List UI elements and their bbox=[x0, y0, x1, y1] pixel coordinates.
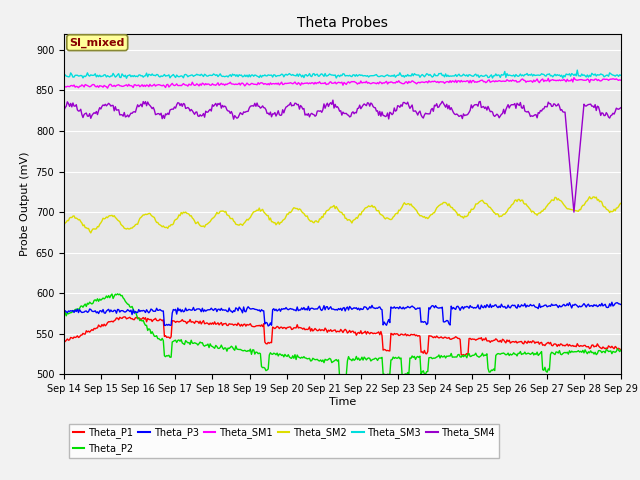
Theta_SM2 bbox=[393, 210, 401, 216]
Theta_P2 bbox=[519, 351, 527, 357]
Theta_SM2 bbox=[87, 230, 95, 236]
Theta_P2 bbox=[326, 356, 333, 361]
Theta_SM1 bbox=[617, 77, 625, 83]
Theta_SM4 bbox=[362, 103, 370, 108]
Title: Theta Probes: Theta Probes bbox=[297, 16, 388, 30]
Theta_SM2 bbox=[362, 205, 370, 211]
Theta_SM4 bbox=[570, 209, 578, 215]
Line: Theta_SM2: Theta_SM2 bbox=[64, 197, 621, 233]
Theta_P2 bbox=[338, 375, 346, 381]
Theta_P2 bbox=[60, 311, 68, 317]
Theta_SM4 bbox=[329, 97, 337, 103]
Theta_P2 bbox=[364, 356, 371, 361]
Theta_SM2 bbox=[606, 210, 614, 216]
Line: Theta_SM4: Theta_SM4 bbox=[64, 100, 621, 212]
Theta_SM2 bbox=[586, 194, 593, 200]
Theta_SM2 bbox=[326, 206, 333, 212]
Theta_P3 bbox=[393, 305, 401, 311]
Theta_SM4 bbox=[617, 105, 625, 110]
Theta_SM4 bbox=[518, 105, 525, 110]
Theta_P3 bbox=[605, 304, 612, 310]
Theta_P1 bbox=[393, 331, 401, 336]
Theta_SM1 bbox=[606, 76, 614, 82]
Theta_P1 bbox=[362, 331, 370, 337]
Theta_P3 bbox=[362, 305, 370, 311]
Theta_SM4 bbox=[393, 108, 401, 113]
Theta_SM1 bbox=[329, 80, 337, 86]
Theta_SM3 bbox=[606, 70, 614, 76]
Theta_SM3 bbox=[329, 72, 337, 78]
Theta_SM1 bbox=[362, 78, 370, 84]
Theta_SM1 bbox=[104, 85, 111, 91]
Theta_SM2 bbox=[60, 222, 68, 228]
Theta_SM4 bbox=[328, 101, 335, 107]
Theta_SM3 bbox=[617, 72, 625, 78]
Theta_P1 bbox=[120, 314, 128, 320]
Theta_P1 bbox=[617, 347, 625, 352]
Theta_P2 bbox=[606, 348, 614, 354]
Theta_P3 bbox=[60, 307, 68, 313]
Theta_P1 bbox=[326, 328, 333, 334]
Theta_P2 bbox=[394, 355, 401, 361]
Theta_P3 bbox=[617, 301, 625, 307]
Theta_P2 bbox=[114, 291, 122, 297]
Theta_SM3 bbox=[573, 67, 581, 73]
Theta_P1 bbox=[329, 328, 337, 334]
Line: Theta_SM1: Theta_SM1 bbox=[64, 78, 621, 88]
Theta_P2 bbox=[617, 348, 625, 353]
Text: SI_mixed: SI_mixed bbox=[70, 37, 125, 48]
Theta_P3 bbox=[326, 305, 333, 311]
Theta_SM4 bbox=[60, 108, 68, 113]
Theta_SM1 bbox=[518, 76, 525, 82]
Theta_P3 bbox=[329, 306, 337, 312]
Theta_SM3 bbox=[60, 72, 68, 78]
Theta_SM3 bbox=[123, 75, 131, 81]
Theta_P3 bbox=[264, 323, 272, 329]
Theta_SM2 bbox=[617, 201, 625, 206]
Theta_SM3 bbox=[393, 73, 401, 79]
Theta_SM4 bbox=[324, 104, 332, 109]
Theta_P1 bbox=[461, 353, 468, 359]
X-axis label: Time: Time bbox=[329, 397, 356, 407]
Theta_SM1 bbox=[393, 79, 401, 84]
Theta_SM1 bbox=[326, 80, 333, 85]
Theta_P3 bbox=[518, 302, 525, 308]
Theta_SM1 bbox=[570, 75, 578, 81]
Theta_SM2 bbox=[329, 204, 337, 209]
Legend: Theta_P1, Theta_P2, Theta_P3, Theta_SM1, Theta_SM2, Theta_SM3, Theta_SM4: Theta_P1, Theta_P2, Theta_P3, Theta_SM1,… bbox=[69, 423, 499, 458]
Theta_P1 bbox=[519, 340, 527, 346]
Line: Theta_P1: Theta_P1 bbox=[64, 317, 621, 356]
Theta_SM3 bbox=[326, 71, 333, 77]
Theta_P3 bbox=[608, 300, 616, 305]
Line: Theta_P2: Theta_P2 bbox=[64, 294, 621, 378]
Theta_SM4 bbox=[606, 115, 614, 121]
Theta_P1 bbox=[60, 338, 68, 344]
Theta_SM2 bbox=[518, 197, 525, 203]
Theta_P2 bbox=[329, 359, 337, 365]
Line: Theta_SM3: Theta_SM3 bbox=[64, 70, 621, 78]
Theta_SM3 bbox=[518, 73, 525, 79]
Theta_P1 bbox=[606, 344, 614, 349]
Theta_SM1 bbox=[60, 83, 68, 89]
Theta_SM3 bbox=[362, 73, 370, 79]
Y-axis label: Probe Output (mV): Probe Output (mV) bbox=[20, 152, 30, 256]
Line: Theta_P3: Theta_P3 bbox=[64, 302, 621, 326]
